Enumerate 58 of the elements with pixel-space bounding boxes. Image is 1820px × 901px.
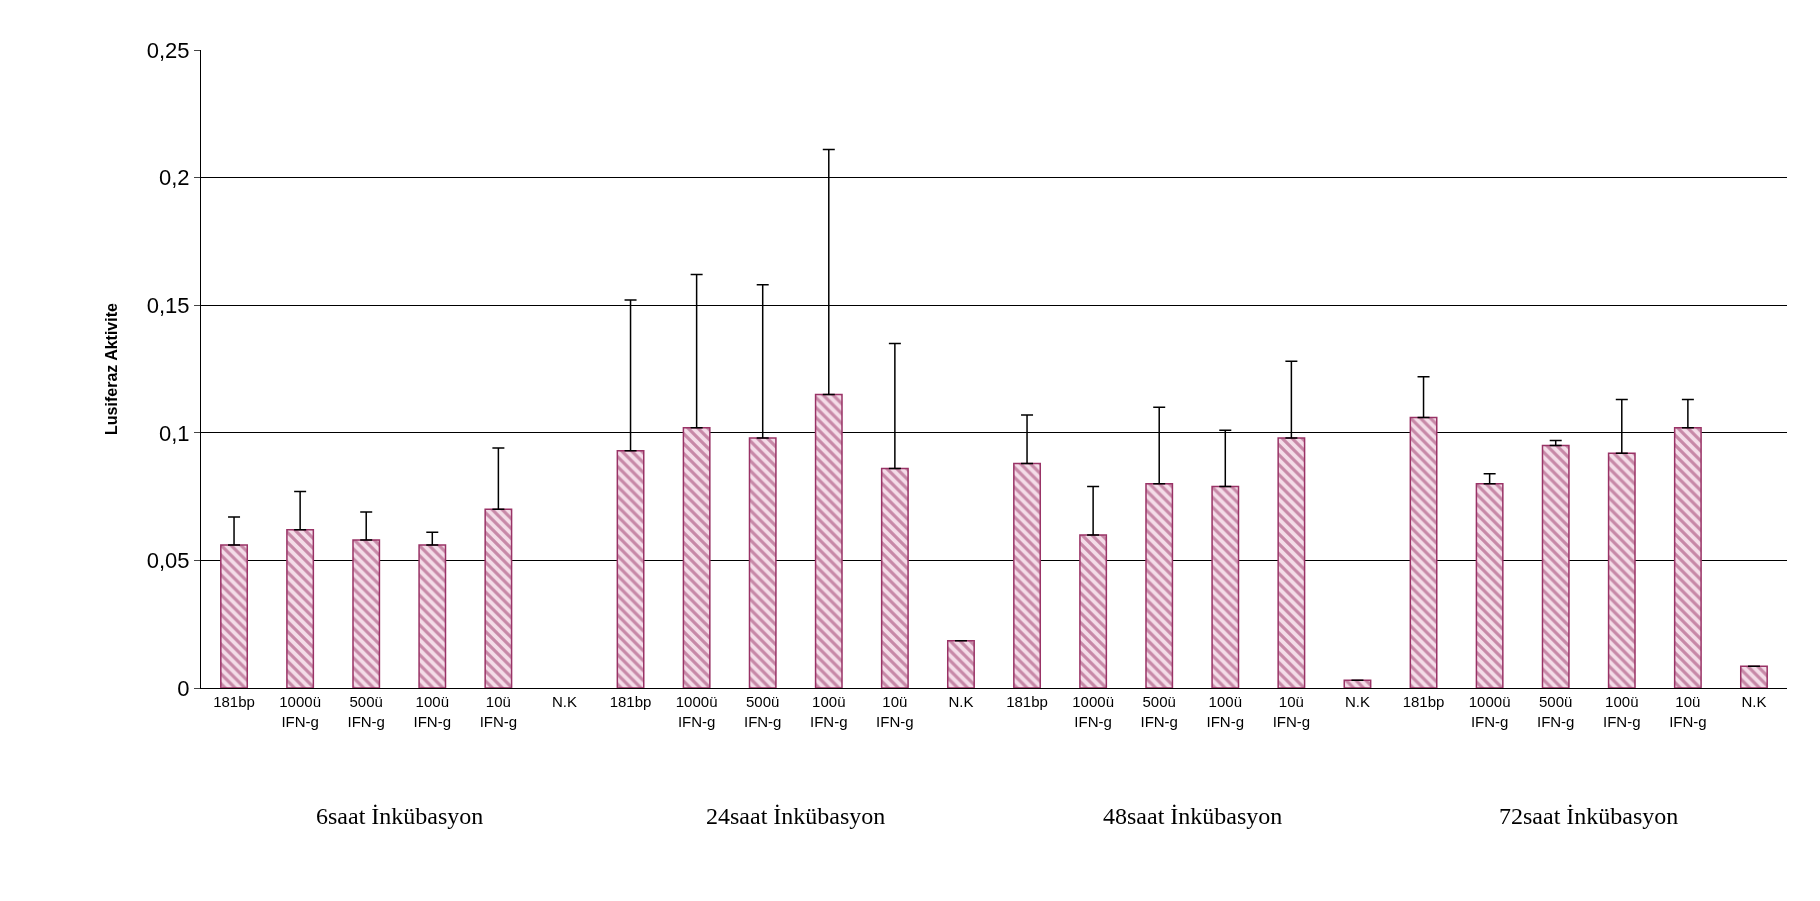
x-tick-label: 100ü IFN-g (810, 693, 848, 730)
bar (352, 539, 381, 688)
bar (1211, 485, 1240, 688)
bar (880, 467, 909, 688)
x-tick-label: 500ü IFN-g (1140, 693, 1178, 730)
x-tick-label: 181bp (1402, 693, 1445, 710)
x-tick-label: 1000ü IFN-g (279, 693, 321, 730)
y-tick-label: 0,25 (146, 37, 190, 63)
bar (484, 508, 513, 688)
x-tick-label: 1000ü IFN-g (1072, 693, 1114, 730)
bar (616, 449, 645, 688)
x-tick-label: 181bp (1006, 693, 1048, 710)
bar (1409, 416, 1438, 688)
y-tick-label: 0,2 (159, 165, 190, 191)
bar (418, 544, 447, 688)
bar (220, 544, 249, 688)
x-tick-label: N.K (1741, 693, 1767, 710)
bar (1541, 444, 1570, 688)
x-tick-label: 500ü IFN-g (347, 693, 385, 730)
y-tick-label: 0,15 (146, 292, 190, 318)
x-tick-label: 1000ü IFN-g (1468, 693, 1511, 730)
x-tick-label: 181bp (213, 693, 255, 710)
x-tick-label: N.K (1344, 693, 1370, 710)
x-tick-label: 100ü IFN-g (413, 693, 452, 730)
x-tick-label: N.K (551, 693, 577, 710)
x-tick-label: 1000ü IFN-g (675, 693, 718, 730)
text: 48saat İnkübasyon (1103, 803, 1283, 829)
x-tick-label: 10ü IFN-g (479, 693, 518, 730)
bar (1739, 665, 1768, 688)
x-tick-label: N.K (948, 693, 974, 710)
text: 6saat İnkübasyon (316, 803, 484, 829)
bar (946, 640, 975, 688)
bar (1013, 462, 1042, 688)
bar (748, 437, 777, 688)
y-axis-title: Lusiferaz Aktivite (102, 302, 120, 435)
text: 24saat İnkübasyon (706, 803, 886, 829)
x-tick-label: 181bp (609, 693, 652, 710)
y-tick-label: 0,05 (146, 548, 190, 574)
text: 72saat İnkübasyon (1499, 803, 1679, 829)
y-tick-label: 0 (177, 675, 190, 701)
x-tick-label: 10ü IFN-g (876, 693, 914, 730)
x-tick-label: 10ü IFN-g (1669, 693, 1707, 730)
x-tick-label: 10ü IFN-g (1272, 693, 1311, 730)
x-tick-label: 500ü IFN-g (1536, 693, 1575, 730)
bar (1673, 426, 1702, 688)
x-tick-label: 500ü IFN-g (743, 693, 782, 730)
bar (1145, 483, 1174, 688)
bar (814, 393, 843, 688)
bar (1079, 534, 1108, 688)
x-tick-label: 100ü IFN-g (1603, 693, 1641, 730)
bar (1343, 679, 1372, 688)
bar (1277, 437, 1306, 688)
bar (1475, 483, 1504, 688)
bar (682, 426, 711, 688)
bar (1607, 452, 1636, 688)
y-tick-label: 0,1 (159, 420, 190, 446)
x-tick-label: 100ü IFN-g (1206, 693, 1245, 730)
bar (286, 529, 315, 688)
